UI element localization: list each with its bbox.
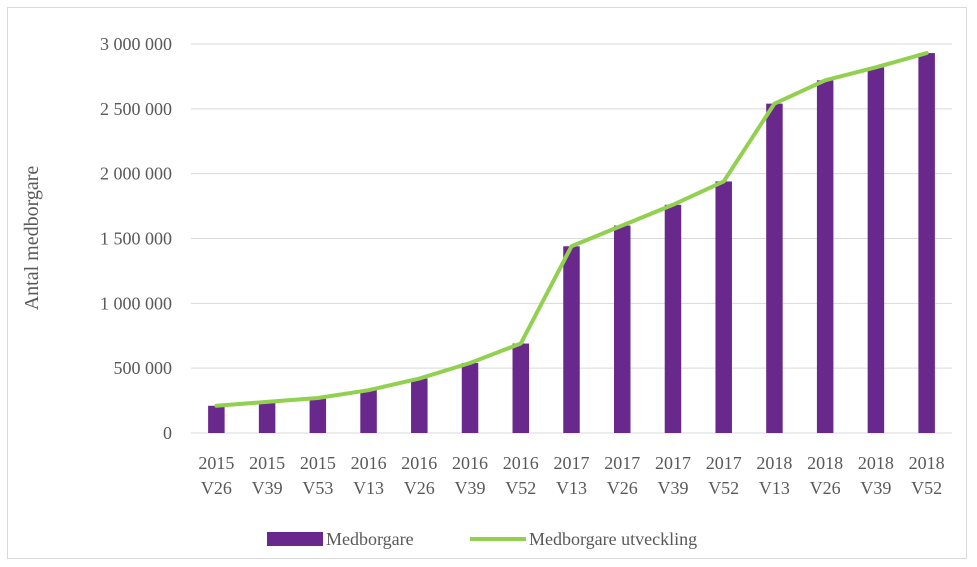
x-tick-label-year: 2018 — [807, 453, 843, 473]
bar — [766, 103, 783, 433]
chart-svg: 0 500 000 1 000 000 1 500 000 2 000 000 2 500… — [21, 34, 952, 549]
x-tick-label-year: 2018 — [858, 453, 894, 473]
y-axis-title: Antal medborgare — [21, 166, 43, 311]
bar — [918, 53, 935, 434]
x-tick-label-year: 2015 — [300, 453, 336, 473]
x-tick-label-week: V53 — [302, 478, 333, 498]
series-line — [214, 51, 929, 408]
bar — [309, 397, 327, 433]
x-tick-label-week: V52 — [911, 478, 942, 498]
y-tick-label: 0 — [163, 423, 172, 443]
bar — [715, 181, 732, 433]
y-tick-label: 2 000 000 — [100, 164, 172, 184]
y-tick-label: 500 000 — [114, 358, 173, 378]
bar — [613, 225, 631, 433]
x-tick-label-week: V39 — [455, 478, 486, 498]
x-tick-label-week: V52 — [708, 478, 739, 498]
x-tick-label-year: 2016 — [401, 453, 437, 473]
y-tick-label: 1 500 000 — [100, 229, 172, 249]
x-tick-label-week: V26 — [201, 478, 232, 498]
y-tick-label: 2 500 000 — [100, 99, 172, 119]
x-tick-label-week: V13 — [556, 478, 587, 498]
x-tick-label-week: V39 — [860, 478, 891, 498]
x-tick-label-year: 2016 — [503, 453, 539, 473]
legend: Medborgare Medborgare utveckling — [267, 529, 697, 549]
x-tick-label-year: 2016 — [351, 453, 387, 473]
bar — [258, 401, 276, 433]
bar — [512, 343, 530, 433]
x-tick-label-week: V13 — [353, 478, 384, 498]
x-tick-label-year: 2017 — [706, 453, 742, 473]
bar — [208, 405, 225, 433]
y-tick-label: 3 000 000 — [100, 34, 172, 54]
x-tick-label-week: V26 — [607, 478, 638, 498]
bar — [563, 246, 580, 433]
x-tick-label-year: 2017 — [655, 453, 691, 473]
x-tick-label-year: 2017 — [554, 453, 590, 473]
x-tick-label-week: V13 — [759, 478, 790, 498]
bar — [867, 67, 885, 433]
x-tick-label-week: V26 — [404, 478, 435, 498]
bar — [360, 390, 377, 433]
x-tick-label-year: 2018 — [909, 453, 945, 473]
legend-swatch-bar — [267, 532, 323, 546]
legend-label: Medborgare — [326, 529, 414, 549]
x-tick-label-week: V52 — [505, 478, 536, 498]
bar — [411, 378, 428, 433]
x-tick-label-week: V39 — [657, 478, 688, 498]
x-tick-label-week: V39 — [252, 478, 283, 498]
x-tick-label-year: 2015 — [198, 453, 234, 473]
x-tick-label-year: 2018 — [756, 453, 792, 473]
legend-label: Medborgare utveckling — [529, 529, 697, 549]
x-tick-label-week: V26 — [810, 478, 841, 498]
bar — [816, 80, 834, 433]
bar — [461, 362, 479, 433]
y-tick-label: 1 000 000 — [100, 293, 172, 313]
x-tick-label-year: 2015 — [249, 453, 285, 473]
chart-frame: 0 500 000 1 000 000 1 500 000 2 000 000 2 500… — [7, 7, 967, 559]
x-tick-label-year: 2016 — [452, 453, 488, 473]
bar — [664, 204, 682, 433]
x-tick-label-year: 2017 — [604, 453, 640, 473]
